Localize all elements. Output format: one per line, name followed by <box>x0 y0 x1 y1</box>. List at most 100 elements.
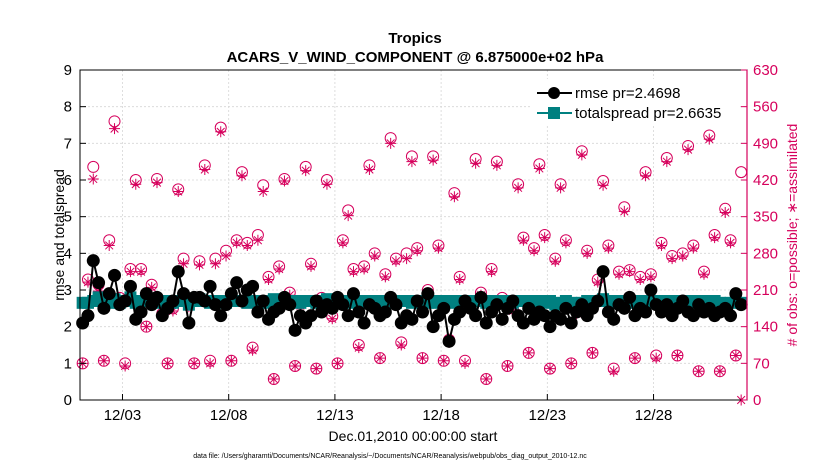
rmse-point <box>219 298 233 312</box>
rmse-point <box>92 276 106 290</box>
obs-assimilated-marker <box>666 253 678 265</box>
obs-assimilated-marker <box>130 178 142 190</box>
obs-assimilated-marker <box>98 355 110 367</box>
obs-assimilated-marker <box>310 363 322 375</box>
obs-assimilated-marker <box>427 154 439 166</box>
rmse-point <box>437 301 451 315</box>
rmse-series <box>76 254 748 348</box>
obs-assimilated-marker <box>220 250 232 262</box>
y-tick-label-left: 6 <box>64 172 72 189</box>
y-tick-label-left: 3 <box>64 282 72 299</box>
x-tick-label: 12/13 <box>316 407 354 424</box>
obs-assimilated-marker <box>109 123 121 135</box>
obs-assimilated-marker <box>480 373 492 385</box>
rmse-point <box>421 287 435 301</box>
y-tick-label-left: 9 <box>64 62 72 79</box>
rmse-point <box>389 298 403 312</box>
y-tick-label-right: 140 <box>753 319 778 336</box>
rmse-point <box>495 312 509 326</box>
obs-assimilated-marker <box>714 365 726 377</box>
rmse-point <box>490 298 504 312</box>
obs-assimilated-marker <box>199 164 211 176</box>
obs-assimilated-marker <box>263 274 275 286</box>
obs-assimilated-marker <box>231 237 243 249</box>
rmse-point <box>442 334 456 348</box>
obs-assimilated-marker <box>539 232 551 244</box>
obs-assimilated-marker <box>395 339 407 351</box>
obs-assimilated-marker <box>608 365 620 377</box>
rmse-point <box>235 294 249 308</box>
y-tick-label-right: 0 <box>753 392 761 409</box>
obs-assimilated-marker <box>693 365 705 377</box>
obs-assimilated-marker <box>544 363 556 375</box>
obs-assimilated-marker <box>215 126 227 138</box>
rmse-point <box>230 276 244 290</box>
rmse-point <box>378 305 392 319</box>
rmse-point <box>724 309 738 323</box>
rmse-point <box>575 298 589 312</box>
legend-box <box>532 79 740 125</box>
rmse-point <box>150 290 164 304</box>
rmse-point <box>304 309 318 323</box>
y-tick-label-right: 420 <box>753 172 778 189</box>
legend-rmse-marker <box>548 87 560 99</box>
rmse-point <box>516 316 530 330</box>
rmse-point <box>357 316 371 330</box>
y-tick-label-right: 350 <box>753 209 778 226</box>
rmse-point <box>734 298 748 312</box>
x-tick-label: 12/28 <box>635 407 673 424</box>
obs-assimilated-marker <box>618 205 630 217</box>
obs-assimilated-marker <box>656 239 668 251</box>
rmse-point <box>108 268 122 282</box>
rmse-point <box>341 309 355 323</box>
y-tick-label-right: 560 <box>753 99 778 116</box>
rmse-point <box>729 287 743 301</box>
y-tick-label-left: 4 <box>64 245 72 262</box>
x-tick-label: 12/18 <box>422 407 460 424</box>
rmse-point <box>336 298 350 312</box>
y-tick-label-left: 5 <box>64 209 72 226</box>
obs-assimilated-marker <box>432 242 444 254</box>
obs-assimilated-marker <box>470 157 482 169</box>
rmse-point <box>97 301 111 315</box>
rmse-point <box>171 265 185 279</box>
rmse-point <box>538 309 552 323</box>
obs-assimilated-marker <box>321 178 333 190</box>
rmse-point <box>346 287 360 301</box>
obs-assimilated-marker <box>193 259 205 271</box>
rmse-point <box>102 287 116 301</box>
obs-assimilated-marker <box>533 162 545 174</box>
obs-assimilated-marker <box>124 266 136 278</box>
chart-subtitle: ACARS_V_WIND_COMPONENT @ 6.875000e+02 hP… <box>227 49 605 66</box>
rmse-point <box>182 316 196 330</box>
y-tick-label-right: 490 <box>753 135 778 152</box>
rmse-point <box>139 287 153 301</box>
rmse-point <box>177 287 191 301</box>
rmse-point <box>224 287 238 301</box>
rmse-point <box>272 301 286 315</box>
rmse-point <box>283 298 297 312</box>
obs-possible-marker <box>87 160 100 173</box>
obs-assimilated-marker <box>300 165 312 177</box>
rmse-point <box>118 294 132 308</box>
obs-assimilated-marker <box>592 276 604 288</box>
obs-assimilated-marker <box>188 357 200 369</box>
data-file-footnote: data file: /Users/gharamti/Documents/NCA… <box>193 453 587 460</box>
obs-assimilated-marker <box>305 260 317 272</box>
rmse-point <box>564 316 578 330</box>
rmse-point <box>559 301 573 315</box>
obs-assimilated-marker <box>417 352 429 364</box>
obs-assimilated-marker <box>151 177 163 189</box>
obs-assimilated-marker <box>576 149 588 161</box>
obs-assimilated-marker <box>454 274 466 286</box>
obs-assimilated-marker <box>252 234 264 246</box>
obs-assimilated-marker <box>725 237 737 249</box>
obs-assimilated-marker <box>247 344 259 356</box>
obs-assimilated-marker <box>560 237 572 249</box>
y-axis-label-right: # of obs: o=possible; ∗=assimilated <box>784 124 800 347</box>
obs-assimilated-marker <box>103 239 115 251</box>
obs-assimilated-marker <box>517 234 529 246</box>
rmse-point <box>256 294 270 308</box>
y-tick-label-left: 0 <box>64 392 72 409</box>
legend-totalspread-label: totalspread pr=2.6635 <box>575 105 721 122</box>
